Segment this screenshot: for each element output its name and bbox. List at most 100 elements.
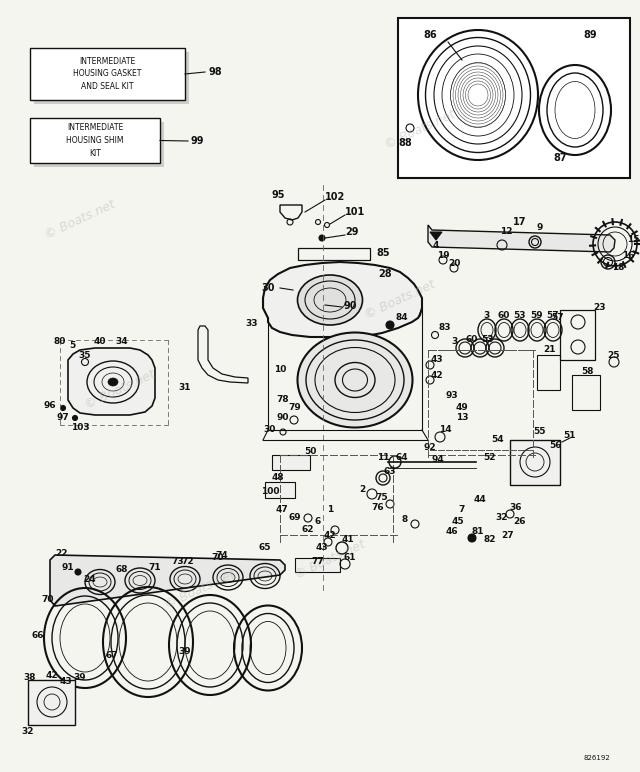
Text: 18: 18 — [612, 263, 624, 273]
Text: 32: 32 — [496, 513, 508, 523]
Text: 36: 36 — [509, 503, 522, 513]
Text: 47: 47 — [276, 506, 289, 514]
Text: 25: 25 — [608, 350, 620, 360]
Text: 60: 60 — [466, 336, 478, 344]
Text: 94: 94 — [431, 455, 444, 465]
Text: © Boats.net: © Boats.net — [83, 368, 157, 412]
Text: 33: 33 — [246, 319, 259, 327]
Polygon shape — [28, 680, 75, 725]
Text: 11: 11 — [377, 453, 389, 462]
Bar — [34, 122, 164, 167]
Text: 69: 69 — [289, 513, 301, 523]
Text: 74: 74 — [216, 551, 228, 560]
Text: 92: 92 — [424, 443, 436, 452]
Text: 51: 51 — [564, 431, 576, 439]
Circle shape — [319, 235, 325, 241]
Text: 27: 27 — [502, 530, 515, 540]
Text: 76: 76 — [372, 503, 384, 513]
Text: 15: 15 — [627, 235, 639, 245]
Text: 42: 42 — [45, 671, 58, 679]
Text: 70: 70 — [42, 595, 54, 604]
Text: 102: 102 — [325, 192, 345, 202]
Text: 30: 30 — [261, 283, 275, 293]
Text: 43: 43 — [60, 678, 72, 686]
Text: 82: 82 — [484, 536, 496, 544]
Text: 55: 55 — [534, 428, 547, 436]
Polygon shape — [272, 455, 310, 470]
Text: © Boats.net: © Boats.net — [292, 538, 367, 582]
Text: INTERMEDIATE
HOUSING SHIM
KIT: INTERMEDIATE HOUSING SHIM KIT — [67, 124, 124, 157]
Text: 22: 22 — [56, 548, 68, 557]
Text: 70: 70 — [212, 554, 224, 563]
Text: © Boats.net: © Boats.net — [363, 278, 437, 322]
Text: 7: 7 — [459, 506, 465, 514]
Text: 42: 42 — [324, 530, 336, 540]
Text: 39: 39 — [74, 673, 86, 682]
Text: 61: 61 — [344, 554, 356, 563]
Polygon shape — [510, 440, 560, 485]
Circle shape — [61, 405, 65, 411]
Bar — [30, 48, 185, 100]
Text: 32: 32 — [22, 727, 35, 736]
Text: 98: 98 — [208, 67, 222, 77]
Ellipse shape — [298, 333, 413, 428]
Text: © Boats.net: © Boats.net — [43, 198, 117, 242]
Text: 57: 57 — [552, 313, 564, 323]
Text: 58: 58 — [582, 367, 595, 377]
Text: 79: 79 — [289, 404, 301, 412]
Polygon shape — [263, 262, 422, 337]
Text: 31: 31 — [179, 384, 191, 392]
Text: 43: 43 — [316, 543, 328, 553]
Text: 93: 93 — [445, 391, 458, 401]
Ellipse shape — [108, 378, 118, 386]
Text: 72: 72 — [182, 557, 195, 567]
Text: 62: 62 — [301, 526, 314, 534]
Text: 95: 95 — [271, 190, 285, 200]
Text: INTERMEDIATE
HOUSING GASKET
AND SEAL KIT: INTERMEDIATE HOUSING GASKET AND SEAL KIT — [74, 57, 141, 91]
Text: 12: 12 — [500, 228, 512, 236]
Text: 24: 24 — [84, 575, 96, 584]
Text: 103: 103 — [70, 424, 90, 432]
Bar — [398, 18, 630, 178]
Text: 78: 78 — [276, 395, 289, 405]
Circle shape — [386, 321, 394, 329]
Text: 52: 52 — [484, 453, 496, 462]
Text: 91: 91 — [61, 564, 74, 573]
Text: 40: 40 — [93, 337, 106, 347]
Text: 19: 19 — [436, 250, 449, 259]
Text: 90: 90 — [276, 414, 289, 422]
Text: 99: 99 — [190, 136, 204, 146]
Text: 89: 89 — [583, 30, 597, 40]
Text: 56: 56 — [548, 441, 561, 449]
Text: © Boats.net: © Boats.net — [163, 568, 237, 612]
Text: 53: 53 — [514, 310, 526, 320]
Text: 826192: 826192 — [583, 755, 610, 761]
Polygon shape — [265, 482, 295, 498]
Text: 43: 43 — [431, 355, 444, 364]
Text: 45: 45 — [452, 517, 464, 527]
Text: 34: 34 — [116, 337, 128, 347]
Polygon shape — [295, 558, 340, 572]
Text: © Boats.net: © Boats.net — [383, 108, 458, 152]
Circle shape — [75, 569, 81, 575]
Text: 10: 10 — [274, 365, 286, 374]
Text: 21: 21 — [544, 346, 556, 354]
Text: 81: 81 — [472, 527, 484, 537]
Text: 85: 85 — [376, 248, 390, 258]
Text: 3: 3 — [484, 310, 490, 320]
Text: 1: 1 — [327, 506, 333, 514]
Text: 41: 41 — [342, 536, 355, 544]
Text: 6: 6 — [315, 517, 321, 527]
Text: 28: 28 — [378, 269, 392, 279]
Bar — [30, 118, 160, 163]
Text: 17: 17 — [513, 217, 527, 227]
Text: 4: 4 — [433, 241, 439, 249]
Text: 44: 44 — [474, 496, 486, 504]
Text: 48: 48 — [272, 473, 284, 482]
Text: 57: 57 — [547, 310, 559, 320]
Bar — [34, 52, 189, 104]
Polygon shape — [430, 232, 442, 240]
Polygon shape — [428, 225, 615, 252]
Text: 97: 97 — [56, 414, 69, 422]
Circle shape — [468, 534, 476, 542]
